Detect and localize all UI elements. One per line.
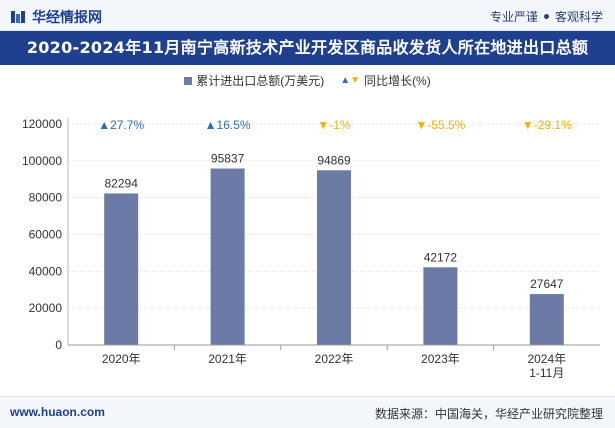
legend-up-triangle-icon: ▲ xyxy=(340,75,351,86)
legend-bar-swatch xyxy=(184,76,193,85)
footer-source: 数据来源：中国海关，华经产业研究院整理 xyxy=(374,407,603,421)
legend-line-label: 同比增长(%) xyxy=(364,74,431,88)
growth-label: ▲27.7% xyxy=(98,118,144,132)
growth-label: ▼-1% xyxy=(317,118,351,132)
slogan-left: 专业严谨 xyxy=(489,10,538,24)
top-bar: 华经情报网 专业严谨 客观科学 xyxy=(0,0,615,31)
brand-name: 华经情报网 xyxy=(32,9,102,25)
chart-plot: 0 20000 40000 60000 80000 100000 120000 82294 9… xyxy=(22,117,600,380)
bar-value-label: 95837 xyxy=(211,152,245,166)
bar-value-label: 42172 xyxy=(424,250,458,264)
slogan: 专业严谨 客观科学 xyxy=(490,8,603,25)
bar xyxy=(529,294,564,345)
bar xyxy=(423,267,458,345)
bar-value-label: 82294 xyxy=(105,176,139,190)
x-tick-label: 2022年 xyxy=(315,352,354,366)
y-tick-label: 0 xyxy=(55,338,62,352)
footer-site-link[interactable]: www.huaon.com xyxy=(10,405,105,419)
y-tick-label: 60000 xyxy=(29,228,63,242)
x-tick-label: 1-11月 xyxy=(529,366,564,380)
x-tick-label: 2021年 xyxy=(208,352,247,366)
footer: www.huaon.com 数据来源：中国海关，华经产业研究院整理 xyxy=(0,396,615,428)
x-tick-label: 2020年 xyxy=(102,352,141,366)
y-tick-label: 20000 xyxy=(29,301,63,315)
y-tick-label: 120000 xyxy=(22,117,62,131)
slogan-dot-icon xyxy=(543,14,549,19)
legend-down-triangle-icon: ▼ xyxy=(350,75,361,86)
chart-title: 2020-2024年11月南宁高新技术产业开发区商品收发货人所在地进出口总额 xyxy=(0,31,615,65)
y-tick-label: 80000 xyxy=(29,191,63,205)
bar-value-label: 94869 xyxy=(317,153,351,167)
y-tick-label: 40000 xyxy=(29,264,63,278)
brand-logo-icon xyxy=(11,11,25,23)
bar-value-label: 27647 xyxy=(530,277,564,291)
growth-label: ▼-29.1% xyxy=(522,118,572,132)
x-tick-label: 2024年 xyxy=(527,352,566,366)
legend-bar-label: 累计进出口总额(万美元) xyxy=(196,74,325,88)
brand-logo[interactable]: 华经情报网 xyxy=(10,7,102,27)
chart-legend: 累计进出口总额(万美元) ▲ ▼ 同比增长(%) xyxy=(0,72,615,89)
bar xyxy=(317,170,351,345)
y-tick-label: 100000 xyxy=(22,154,62,168)
slogan-right: 客观科学 xyxy=(554,10,603,24)
bar xyxy=(210,168,245,345)
bar xyxy=(104,193,139,345)
growth-label: ▲16.5% xyxy=(205,118,251,132)
growth-label: ▼-55.5% xyxy=(415,118,465,132)
x-tick-label: 2023年 xyxy=(421,352,460,366)
